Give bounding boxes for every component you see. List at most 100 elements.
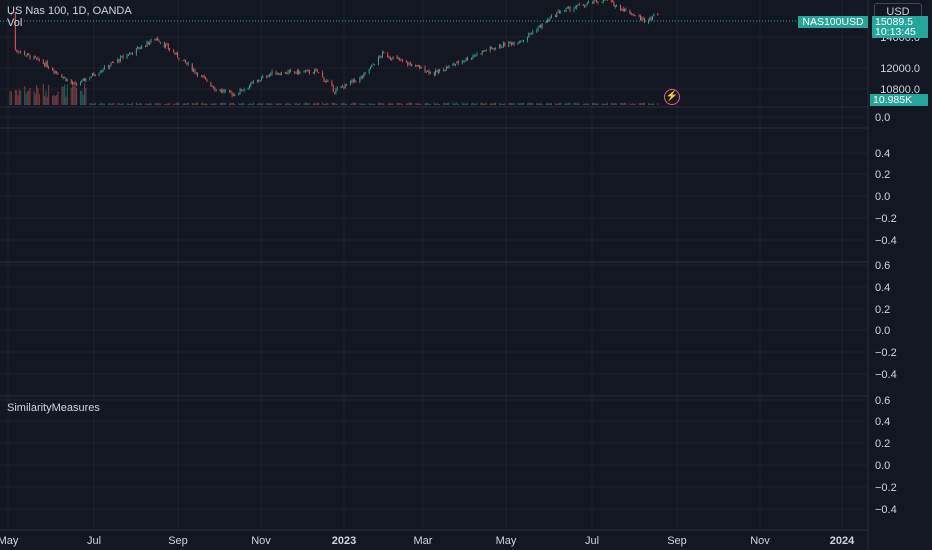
candle-body — [420, 66, 422, 69]
candle-body — [629, 9, 631, 14]
candle-body — [453, 63, 455, 65]
candle-body — [57, 73, 59, 75]
candle-body — [37, 58, 39, 59]
volume-bar — [193, 103, 195, 105]
volume-bar — [135, 102, 137, 105]
candle-body — [268, 74, 270, 77]
candle-body — [436, 70, 438, 73]
candle-body — [85, 78, 87, 82]
volume-bar — [541, 103, 543, 105]
candle-body — [270, 73, 272, 75]
volume-bar — [52, 95, 54, 105]
candle-body — [203, 75, 205, 78]
candle-body — [407, 62, 409, 65]
volume-bar — [601, 103, 603, 105]
candle-body — [509, 41, 511, 43]
candle-body — [377, 56, 379, 65]
candle-body — [415, 64, 417, 67]
volume-bar — [158, 103, 160, 105]
candle-body — [66, 79, 68, 81]
volume-bar — [250, 103, 252, 105]
volume-bar — [379, 102, 381, 105]
candle-body — [538, 25, 540, 28]
currency-button[interactable]: USD — [874, 3, 922, 19]
volume-bar — [275, 103, 277, 105]
volume-bar — [308, 103, 310, 105]
candle-body — [334, 92, 336, 94]
volume-bar — [604, 103, 606, 105]
lightning-bolt-icon[interactable]: ⚡ — [664, 89, 680, 105]
volume-bar — [234, 103, 236, 105]
volume-bar — [103, 103, 106, 105]
candle-body — [530, 33, 532, 35]
symbol-title: US Nas 100, 1D, OANDA — [7, 5, 132, 17]
candle-body — [484, 50, 486, 52]
volume-bar — [359, 103, 361, 105]
volume-bar — [588, 103, 590, 105]
candle-body — [427, 70, 429, 72]
candle-body — [197, 72, 199, 76]
volume-bar — [260, 103, 263, 105]
candle-body — [578, 4, 580, 6]
volume-bar — [288, 103, 290, 105]
candle-body — [522, 39, 524, 42]
candle-body — [554, 15, 556, 17]
candle-body — [537, 27, 539, 31]
volume-bar — [472, 102, 474, 105]
volume-bar — [649, 103, 651, 105]
candle-body — [512, 42, 514, 45]
candle-body — [433, 71, 435, 75]
candle-body — [391, 58, 393, 60]
candle-body — [346, 84, 348, 86]
volume-bar — [185, 103, 187, 105]
volume-bar — [407, 103, 409, 105]
volume-bar — [630, 103, 632, 105]
volume-bar — [399, 103, 401, 105]
volume-bar — [223, 102, 225, 105]
candle-body — [408, 63, 410, 65]
time-tick-label: May — [496, 535, 517, 547]
candle-body — [647, 20, 649, 23]
volume-bar — [456, 102, 458, 105]
volume-bar — [491, 103, 493, 105]
candle-body — [596, 0, 598, 3]
candle-body — [621, 9, 623, 11]
volume-bar — [278, 103, 280, 105]
time-axis[interactable]: May Jul Sep Nov 2023 Mar May Jul Sep Nov 2024 — [0, 535, 855, 547]
time-tick-label: Sep — [667, 535, 687, 547]
candle-body — [342, 86, 344, 88]
candle-body — [499, 44, 501, 48]
candle-body — [53, 70, 55, 73]
volume-bar — [81, 90, 83, 105]
candle-body — [526, 36, 528, 41]
volume-bar — [457, 103, 459, 105]
candle-body — [158, 40, 160, 43]
volume-bar — [174, 103, 176, 105]
volume-bar — [243, 103, 245, 105]
volume-bar — [46, 96, 48, 105]
candle-body — [437, 70, 439, 73]
volume-bar — [83, 83, 86, 105]
volume-bar — [318, 102, 320, 105]
candle-body — [195, 72, 197, 74]
volume-bar — [383, 103, 385, 105]
candle-body — [280, 72, 282, 75]
candle-body — [361, 76, 363, 78]
candle-body — [147, 41, 149, 45]
volume-bar — [351, 103, 353, 105]
pane-tick-label: 0.6 — [875, 395, 890, 407]
volume-bar — [314, 102, 316, 105]
candle-body — [435, 70, 437, 75]
volume-bar — [500, 103, 502, 105]
volume-bar — [613, 103, 615, 105]
pane-tick-label: −0.4 — [875, 504, 897, 516]
volume-bar — [258, 103, 260, 105]
volume-bar — [510, 103, 513, 105]
volume-bar — [202, 102, 204, 105]
candle-body — [372, 63, 374, 65]
volume-bar — [381, 102, 384, 105]
candle-body — [177, 52, 179, 58]
volume-bar — [256, 103, 259, 105]
candle-body — [363, 73, 365, 77]
